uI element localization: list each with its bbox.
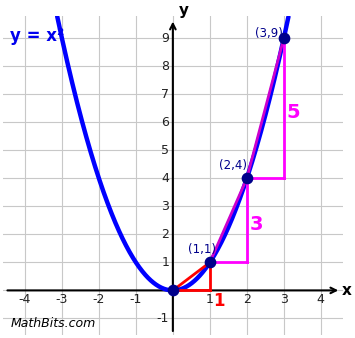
Text: 3: 3 [250,215,263,234]
Text: y = x²: y = x² [10,27,64,45]
Text: y: y [179,3,189,18]
Text: 8: 8 [161,60,169,73]
Text: 2: 2 [243,293,251,306]
Text: -3: -3 [56,293,68,306]
Point [244,176,250,181]
Text: -1: -1 [157,312,169,325]
Text: (1,1): (1,1) [189,243,217,256]
Text: x: x [342,283,352,298]
Text: 1: 1 [213,292,224,310]
Text: 2: 2 [161,228,169,241]
Text: 5: 5 [287,103,300,122]
Text: 6: 6 [161,116,169,129]
Text: 3: 3 [280,293,288,306]
Text: 5: 5 [161,144,169,157]
Text: (3,9): (3,9) [255,27,283,40]
Text: (2,4): (2,4) [219,159,247,172]
Text: -2: -2 [93,293,105,306]
Text: 4: 4 [317,293,325,306]
Point [170,288,176,293]
Text: MathBits.com: MathBits.com [10,317,95,330]
Text: 7: 7 [161,88,169,101]
Point [281,35,286,41]
Text: 9: 9 [161,32,169,45]
Text: 4: 4 [161,172,169,185]
Point [207,260,213,265]
Text: -1: -1 [130,293,142,306]
Text: 1: 1 [161,256,169,269]
Text: 3: 3 [161,200,169,213]
Text: 1: 1 [206,293,214,306]
Text: -4: -4 [19,293,31,306]
